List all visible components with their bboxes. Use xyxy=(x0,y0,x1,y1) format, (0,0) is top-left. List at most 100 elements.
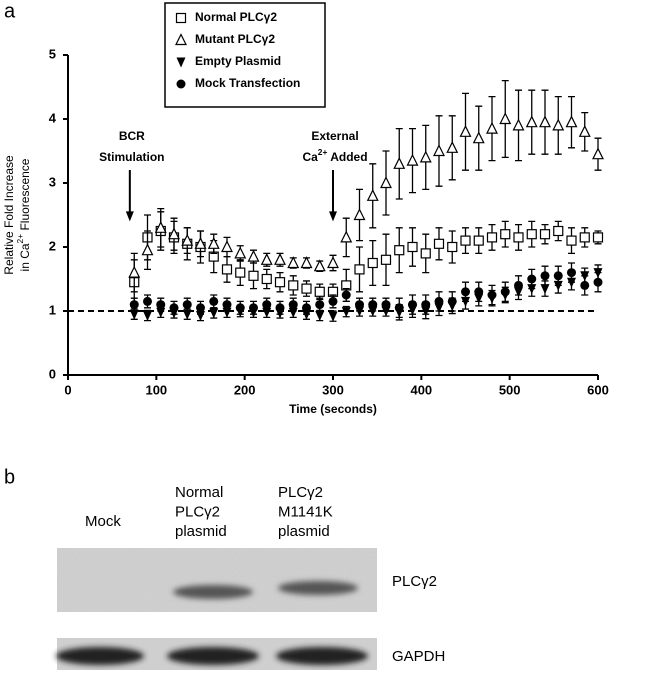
marker xyxy=(578,124,591,137)
marker xyxy=(552,118,565,131)
lane-label: plasmid xyxy=(175,523,227,540)
marker xyxy=(288,280,299,291)
legend-label: Mutant PLCγ2 xyxy=(195,32,275,46)
marker xyxy=(487,290,497,300)
lane-label: M1141K xyxy=(278,503,333,520)
marker xyxy=(181,233,194,246)
marker xyxy=(274,252,286,265)
marker xyxy=(274,277,286,288)
y-tick-label: 0 xyxy=(49,366,56,381)
marker xyxy=(366,188,379,201)
marker xyxy=(380,254,392,265)
text-segment: Added xyxy=(327,150,367,164)
marker xyxy=(499,112,512,125)
text-segment: Ca xyxy=(302,150,318,164)
y-tick-label: 5 xyxy=(49,46,56,61)
marker xyxy=(486,232,498,243)
marker xyxy=(287,256,300,269)
x-tick-label: 400 xyxy=(410,382,432,397)
marker xyxy=(486,121,498,134)
marker xyxy=(196,303,205,313)
row-label: GAPDH xyxy=(392,648,445,665)
marker xyxy=(500,287,510,297)
marker xyxy=(354,264,365,275)
text-line: Stimulation xyxy=(99,150,164,164)
panel-label: b xyxy=(4,466,15,488)
marker xyxy=(141,243,154,256)
legend-label: Normal PLCγ2 xyxy=(195,10,277,24)
marker xyxy=(341,290,351,300)
marker xyxy=(301,283,312,294)
marker xyxy=(340,230,353,243)
marker xyxy=(221,240,233,253)
marker xyxy=(433,238,445,249)
marker xyxy=(474,287,484,297)
x-tick-label: 600 xyxy=(587,382,609,397)
blot-band xyxy=(173,585,253,599)
marker xyxy=(260,252,273,265)
marker xyxy=(262,307,272,318)
marker xyxy=(353,208,366,221)
marker xyxy=(288,307,298,318)
marker xyxy=(406,153,419,166)
marker xyxy=(194,236,207,249)
marker xyxy=(168,227,180,240)
text-segment: Fluorescence xyxy=(18,158,32,234)
marker xyxy=(447,296,457,306)
marker xyxy=(288,300,298,310)
marker xyxy=(222,307,232,318)
marker xyxy=(261,273,272,285)
text-segment: Stimulation xyxy=(99,150,164,164)
blot-band xyxy=(276,647,368,665)
x-axis-label: Time (seconds) xyxy=(289,402,377,416)
x-tick-label: 300 xyxy=(322,382,344,397)
marker xyxy=(553,225,564,237)
marker xyxy=(196,310,205,321)
marker xyxy=(249,303,258,313)
x-tick-label: 0 xyxy=(64,382,71,397)
marker xyxy=(182,300,192,310)
text-line: in Ca2+ Fluorescence xyxy=(15,158,32,271)
text-segment: BCR xyxy=(119,129,145,143)
lane-label: PLCγ2 xyxy=(175,503,220,520)
lane-label: Normal xyxy=(175,484,223,501)
marker xyxy=(525,115,538,128)
marker xyxy=(540,284,550,295)
annotation-arrowhead xyxy=(125,211,134,222)
superscript: 2+ xyxy=(15,234,25,244)
marker xyxy=(248,270,259,281)
marker xyxy=(221,264,233,275)
marker xyxy=(302,303,311,313)
marker xyxy=(394,303,404,313)
marker xyxy=(327,256,339,269)
marker xyxy=(156,300,166,310)
marker xyxy=(381,300,391,310)
text-line: External xyxy=(311,129,358,143)
superscript: 2+ xyxy=(318,147,328,157)
marker xyxy=(393,156,406,169)
legend: Normal PLCγ2 Mutant PLCγ2 Empty Plasmid Moc… xyxy=(164,2,326,108)
marker xyxy=(209,296,219,306)
marker xyxy=(407,241,418,253)
marker xyxy=(262,300,272,310)
marker xyxy=(235,303,245,313)
marker xyxy=(567,268,576,278)
x-tick-label: 200 xyxy=(234,382,256,397)
marker xyxy=(182,309,192,320)
marker xyxy=(460,235,471,246)
marker xyxy=(222,300,232,310)
lane-label: PLCγ2 xyxy=(278,484,323,501)
y-tick-label: 2 xyxy=(49,238,56,253)
marker xyxy=(592,232,604,243)
marker xyxy=(579,232,590,243)
lane-label: Mock xyxy=(85,513,121,530)
marker xyxy=(540,271,550,281)
legend-label: Mock Transfection xyxy=(195,76,300,90)
marker xyxy=(527,274,537,284)
marker xyxy=(315,300,325,310)
marker xyxy=(176,57,186,68)
marker xyxy=(553,271,563,281)
marker xyxy=(143,310,152,321)
marker xyxy=(472,131,485,144)
